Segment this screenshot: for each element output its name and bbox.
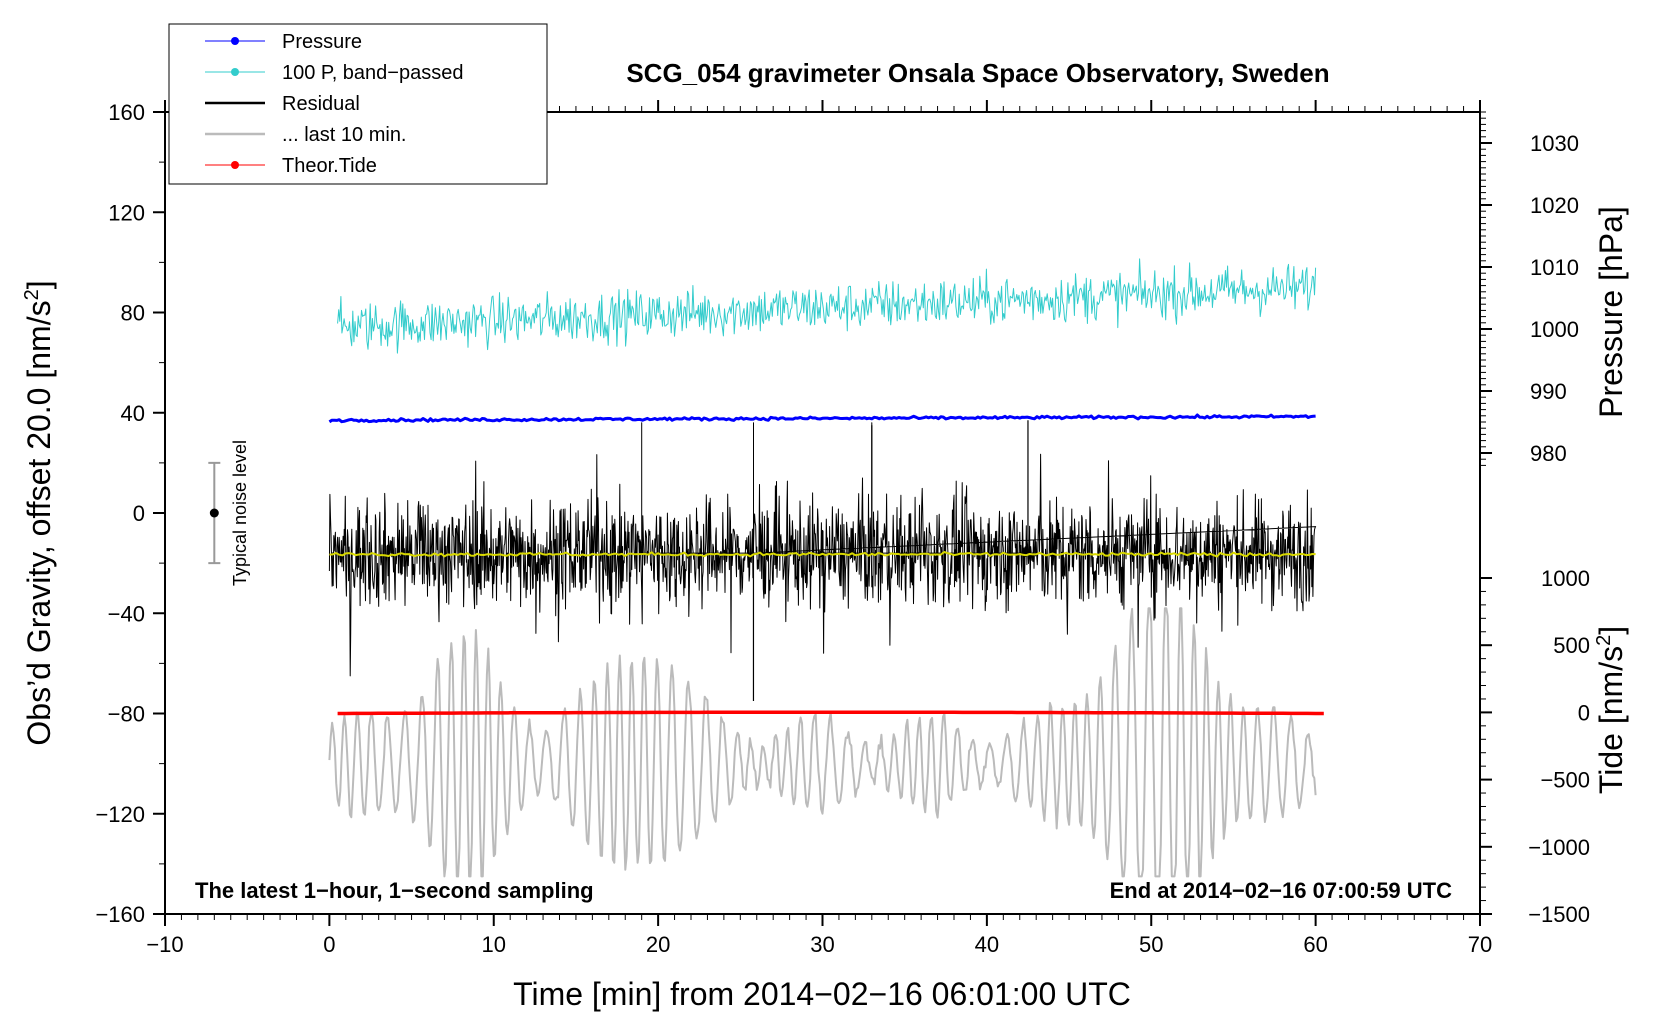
series-pressure <box>328 413 1316 424</box>
x-axis-title: Time [min] from 2014−02−16 06:01:00 UTC <box>513 976 1131 1012</box>
series-layer <box>328 258 1324 878</box>
tide-tick-label: −1000 <box>1528 835 1590 860</box>
legend: Pressure 100 P, band−passed Residual ... la… <box>168 23 548 185</box>
series-residual <box>328 422 1317 677</box>
y-axis-title: Obs’d Gravity, offset 20.0 [nm/s2] <box>21 280 57 745</box>
chart-title: SCG_054 gravimeter Onsala Space Observat… <box>626 58 1329 88</box>
tide-tick-label: 1000 <box>1541 566 1590 591</box>
legend-items: Pressure 100 P, band−passed Residual ... la… <box>205 31 463 177</box>
x-tick-label: −10 <box>146 932 183 957</box>
tide-tick-label: 500 <box>1553 633 1590 658</box>
tide-axis-title: Tide [nm/s2] <box>1593 626 1629 794</box>
tide-axis-title-unit: [nm/s <box>1593 646 1629 724</box>
legend-swatch-marker <box>231 68 239 76</box>
noise-bar <box>208 461 221 565</box>
legend-label: Pressure <box>282 31 362 53</box>
y-axis-title-unit-gap <box>21 379 57 388</box>
series-residual-smoothed <box>329 551 1316 558</box>
annotation-sampling: The latest 1−hour, 1−second sampling <box>195 878 594 903</box>
legend-swatch-marker <box>231 161 239 169</box>
y-axis-title-unit: [nm/s <box>21 300 57 378</box>
y-tick-label: −160 <box>95 902 145 927</box>
series-last-10-min <box>328 607 1317 878</box>
x-tick-label: 30 <box>810 932 834 957</box>
series-pressure-band-passed <box>337 258 1317 354</box>
y-tick-label: −80 <box>108 702 145 727</box>
legend-item: Theor.Tide <box>205 155 377 177</box>
legend-item: Residual <box>205 93 360 115</box>
y-axis-ticks: −160 −120 −80 −40 0 40 80 120 160 <box>95 100 165 927</box>
y-axis-title-close: ] <box>21 280 57 289</box>
tide-axis-ticks: −1500 −1000 −500 0 500 1000 <box>1480 566 1590 927</box>
y-axis-title-main: Obs’d Gravity, offset 20.0 <box>21 388 57 746</box>
legend-label: 100 P, band−passed <box>282 62 463 84</box>
legend-item: Pressure <box>205 31 362 53</box>
tide-tick-label: 0 <box>1578 700 1590 725</box>
noise-level-label: Typical noise level <box>230 440 250 586</box>
x-tick-label: 50 <box>1139 932 1163 957</box>
noise-bar-center-dot <box>209 508 219 518</box>
legend-label: Theor.Tide <box>282 155 377 177</box>
annotation-end-time: End at 2014−02−16 07:00:59 UTC <box>1110 878 1453 903</box>
pressure-tick-label: 1030 <box>1530 131 1579 156</box>
tide-axis-title-close: ] <box>1593 626 1629 635</box>
series-theoretical-tide <box>337 710 1324 716</box>
y-tick-label: 0 <box>133 501 145 526</box>
pressure-axis-title: Pressure [hPa] <box>1593 206 1629 418</box>
pressure-tick-label: 990 <box>1530 379 1567 404</box>
y-tick-label: 80 <box>121 301 145 326</box>
pressure-tick-label: 1000 <box>1530 317 1579 342</box>
legend-label: Residual <box>282 93 360 115</box>
x-tick-label: 20 <box>646 932 670 957</box>
x-axis-ticks: −10 0 10 20 30 40 50 60 70 <box>146 100 1492 957</box>
y-tick-label: 120 <box>108 200 145 225</box>
x-tick-label: 10 <box>482 932 506 957</box>
x-tick-label: 60 <box>1303 932 1327 957</box>
pressure-axis-ticks: 980 990 1000 1010 1020 1030 <box>1480 111 1579 466</box>
y-tick-label: −40 <box>108 601 145 626</box>
tide-axis-title-main: Tide <box>1593 733 1629 794</box>
x-tick-label: 0 <box>323 932 335 957</box>
legend-item: 100 P, band−passed <box>205 62 463 84</box>
tide-axis-title-unit-gap <box>1593 724 1629 733</box>
legend-label: ... last 10 min. <box>282 124 407 146</box>
x-tick-label: 70 <box>1468 932 1492 957</box>
y-tick-label: −120 <box>95 802 145 827</box>
pressure-tick-label: 1010 <box>1530 255 1579 280</box>
tide-axis-title-exponent: 2 <box>1593 635 1615 646</box>
x-tick-label: 40 <box>975 932 999 957</box>
pressure-tick-label: 1020 <box>1530 193 1579 218</box>
legend-item: ... last 10 min. <box>205 124 407 146</box>
tide-tick-label: −500 <box>1540 768 1590 793</box>
legend-swatch-marker <box>231 37 239 45</box>
y-tick-label: 40 <box>121 401 145 426</box>
pressure-tick-label: 980 <box>1530 441 1567 466</box>
y-tick-label: 160 <box>108 100 145 125</box>
y-axis-title-exponent: 2 <box>21 289 43 300</box>
tide-tick-label: −1500 <box>1528 902 1590 927</box>
